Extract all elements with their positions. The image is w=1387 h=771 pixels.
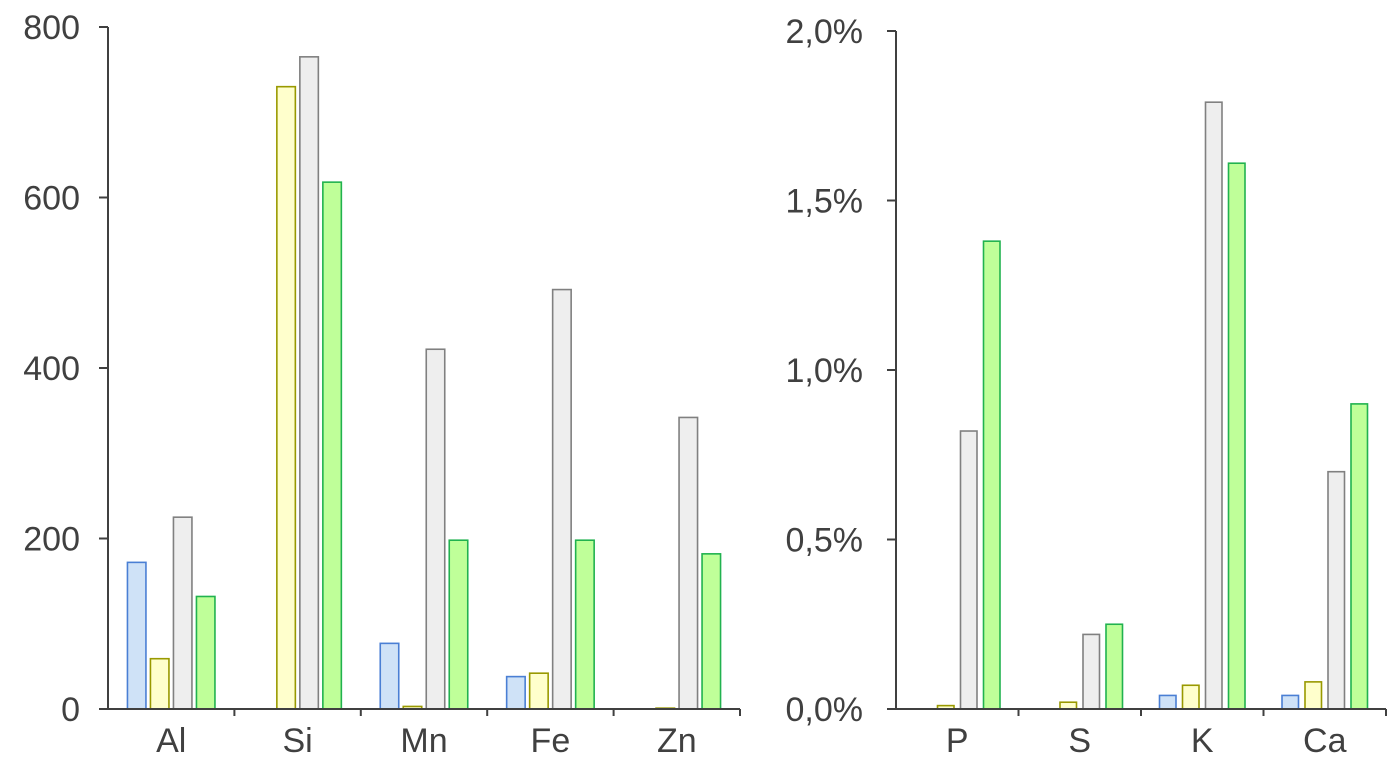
y-tick-label: 200 (23, 521, 80, 559)
y-tick-label: 1,5% (786, 183, 864, 221)
bar-k-series-2 (1181, 684, 1200, 710)
y-tick-label: 0,5% (786, 522, 864, 560)
x-tick-label: S (1068, 722, 1091, 760)
bar-zn-series-4 (701, 553, 722, 710)
bar-ca-series-3 (1327, 470, 1346, 710)
bar-ca-series-4 (1350, 403, 1369, 710)
bar-fe-series-1 (505, 675, 526, 710)
bar-fe-series-3 (551, 288, 572, 710)
bar-k-series-4 (1227, 162, 1246, 710)
bar-fe-series-4 (574, 539, 595, 710)
y-tick-label: 2,0% (786, 13, 864, 51)
y-tick-label: 0 (61, 691, 80, 729)
bar-fe-series-2 (528, 672, 549, 710)
chart-right-macronutrients: 0,0% 0,5% 1,0% 1,5% 2,0% P S K Ca (786, 13, 1387, 760)
x-tick-label: Ca (1303, 722, 1347, 760)
x-tick-label: Zn (657, 722, 697, 760)
bar-mn-series-3 (425, 348, 446, 710)
y-tick-label: 600 (23, 180, 80, 218)
bar-al-series-1 (126, 561, 147, 710)
bar-mn-series-1 (379, 642, 400, 710)
bar-si-series-2 (276, 85, 297, 710)
x-tick-label: Si (282, 722, 312, 760)
bar-zn-series-3 (678, 416, 699, 710)
y-tick-label: 1,0% (786, 352, 864, 390)
bar-s-series-4 (1105, 623, 1124, 710)
bar-k-series-1 (1158, 694, 1177, 710)
bar-mn-series-4 (448, 539, 469, 710)
y-tick-label: 400 (23, 350, 80, 388)
bar-al-series-2 (149, 657, 170, 710)
bar-al-series-4 (195, 595, 216, 710)
bar-s-series-3 (1082, 633, 1101, 710)
bar-al-series-3 (172, 516, 193, 710)
x-tick-label: Fe (531, 722, 571, 760)
x-tick-label: K (1191, 722, 1214, 760)
bar-ca-series-2 (1304, 681, 1323, 710)
x-tick-label: P (946, 722, 969, 760)
y-tick-label: 0,0% (786, 691, 864, 729)
bar-s-series-2 (1059, 701, 1078, 710)
x-tick-label: Al (156, 722, 186, 760)
y-tick-label: 800 (23, 9, 80, 47)
bar-si-series-4 (322, 181, 343, 710)
chart-left-metals: 0 200 400 600 800 Al Si Mn Fe Zn (23, 9, 741, 760)
bar-si-series-3 (299, 56, 320, 710)
bar-p-series-4 (982, 240, 1001, 710)
bar-ca-series-1 (1281, 694, 1300, 710)
bar-k-series-3 (1204, 101, 1223, 710)
x-tick-label: Mn (400, 722, 447, 760)
bar-p-series-3 (959, 430, 978, 710)
